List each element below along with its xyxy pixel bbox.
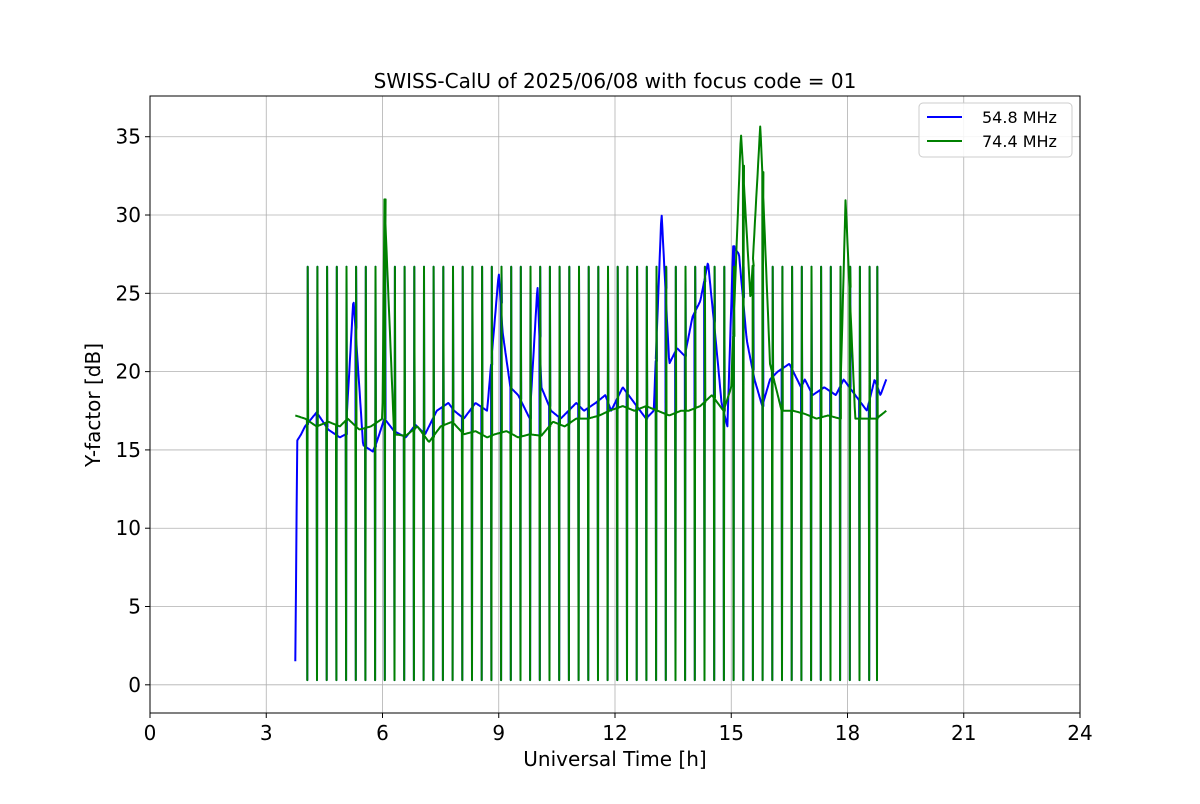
- y-tick-label: 5: [128, 595, 141, 619]
- x-tick-label: 24: [1067, 721, 1092, 745]
- plot-area: [294, 125, 888, 682]
- y-tick-label: 0: [128, 673, 141, 697]
- y-tick-label: 15: [116, 438, 141, 462]
- x-tick-label: 12: [602, 721, 627, 745]
- y-axis-label: Y-factor [dB]: [81, 343, 105, 468]
- y-tick-label: 30: [116, 203, 141, 227]
- axis-ticks: 0 3 6 9 12 15 18 21 24 0 5 10 15 20 25 30 35: [116, 125, 1093, 745]
- y-tick-label: 20: [116, 360, 141, 384]
- x-tick-label: 21: [951, 721, 976, 745]
- legend-label-74-4-mhz: 74.4 MHz: [982, 132, 1057, 151]
- x-tick-label: 3: [260, 721, 273, 745]
- x-tick-label: 6: [376, 721, 389, 745]
- x-tick-label: 15: [719, 721, 744, 745]
- x-tick-label: 18: [835, 721, 860, 745]
- x-tick-label: 0: [144, 721, 157, 745]
- x-tick-label: 9: [492, 721, 505, 745]
- series-line-74-4-mhz: [295, 125, 887, 682]
- legend: 54.8 MHz 74.4 MHz: [918, 102, 1073, 158]
- chart-title: SWISS-CalU of 2025/06/08 with focus code…: [374, 69, 857, 93]
- y-tick-label: 35: [116, 125, 141, 149]
- y-tick-label: 10: [116, 516, 141, 540]
- x-axis-label: Universal Time [h]: [523, 747, 706, 771]
- legend-label-54-8-mhz: 54.8 MHz: [982, 108, 1057, 127]
- y-tick-label: 25: [116, 281, 141, 305]
